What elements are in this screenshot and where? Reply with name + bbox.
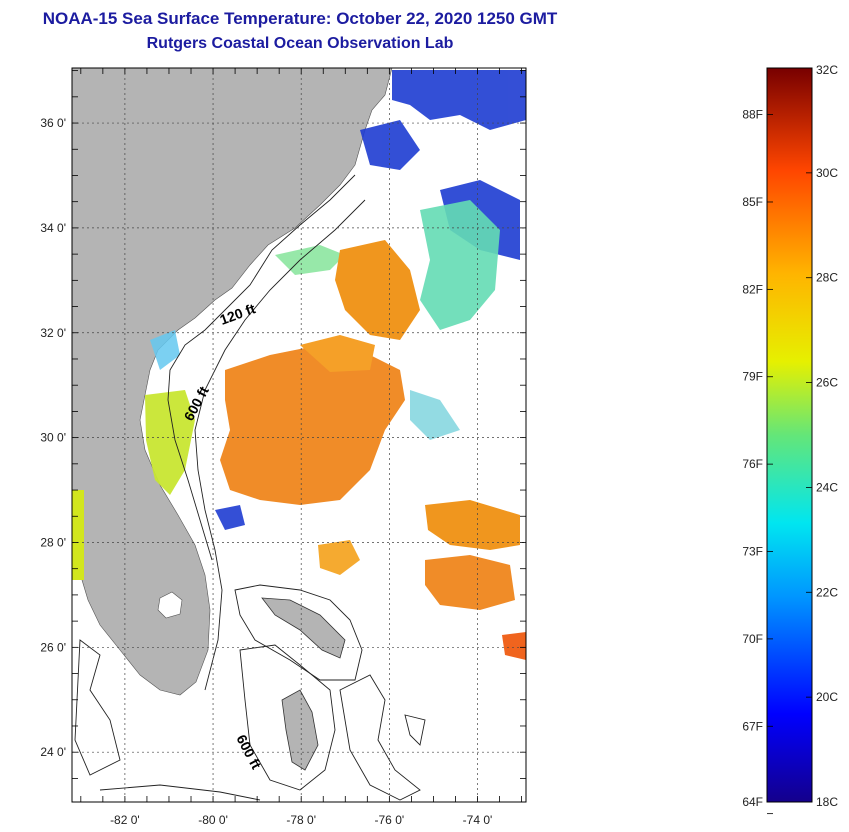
colorbar-celsius-label: 32C <box>816 63 838 77</box>
colorbar-celsius-label: 26C <box>816 376 838 390</box>
colorbar-celsius-label: 28C <box>816 271 838 285</box>
sst-cool-patches <box>215 70 526 530</box>
lat-tick-label: 24 0' <box>40 745 66 759</box>
lon-tick-label: -74 0' <box>463 813 493 827</box>
colorbar-celsius-label: 30C <box>816 166 838 180</box>
colorbar-fahrenheit-label: 76F <box>742 457 763 471</box>
colorbar-celsius-label: 20C <box>816 690 838 704</box>
lat-tick-label: 36 0' <box>40 116 66 130</box>
colorbar-celsius-label: 18C <box>816 795 838 809</box>
colorbar-celsius-label: 24C <box>816 480 838 494</box>
lake-okeechobee <box>157 591 183 619</box>
land-mainland <box>72 68 393 696</box>
land-bahamas-north <box>261 597 346 659</box>
colorbar-celsius-label: 22C <box>816 585 838 599</box>
colorbar-fahrenheit-label: 88F <box>742 108 763 122</box>
map-frame <box>71 67 527 803</box>
axis-labels: 36 0' 34 0' 32 0' 30 0' 28 0' 26 0' 24 0' -82 0… <box>40 116 492 827</box>
colorbar-fahrenheit-label: 79F <box>742 370 763 384</box>
lat-tick-label: 32 0' <box>40 326 66 340</box>
lat-tick-label: 28 0' <box>40 535 66 549</box>
colorbar-fahrenheit-label: 64F <box>742 795 763 809</box>
lon-tick-label: -80 0' <box>198 813 228 827</box>
graticule <box>72 68 526 802</box>
sst-gulf-strip <box>72 490 84 580</box>
colorbar-fahrenheit-label: 70F <box>742 632 763 646</box>
map-title: NOAA-15 Sea Surface Temperature: October… <box>42 9 558 28</box>
colorbar-fahrenheit-label: 67F <box>742 719 763 733</box>
lon-tick-label: -82 0' <box>110 813 140 827</box>
colorbar-fahrenheit-label: 73F <box>742 545 763 559</box>
land-bahamas-andros <box>281 689 319 771</box>
bathymetry-contours <box>74 174 426 801</box>
lat-tick-label: 34 0' <box>40 221 66 235</box>
colorbar-labels: 32C 30C 28C 26C 24C 22C 20C 18C 88F 85F 82F 79F 76F 7… <box>742 63 838 815</box>
colorbar-fahrenheit-label: 85F <box>742 195 763 209</box>
map-subtitle: Rutgers Coastal Ocean Observation Lab <box>146 35 454 52</box>
colorbar-fahrenheit-label: 82F <box>742 282 763 296</box>
lat-tick-label: 26 0' <box>40 640 66 654</box>
colorbar <box>766 67 813 803</box>
lon-tick-label: -76 0' <box>375 813 405 827</box>
sst-warm-patches <box>220 240 526 660</box>
lat-tick-label: 30 0' <box>40 431 66 445</box>
lon-tick-label: -78 0' <box>286 813 316 827</box>
